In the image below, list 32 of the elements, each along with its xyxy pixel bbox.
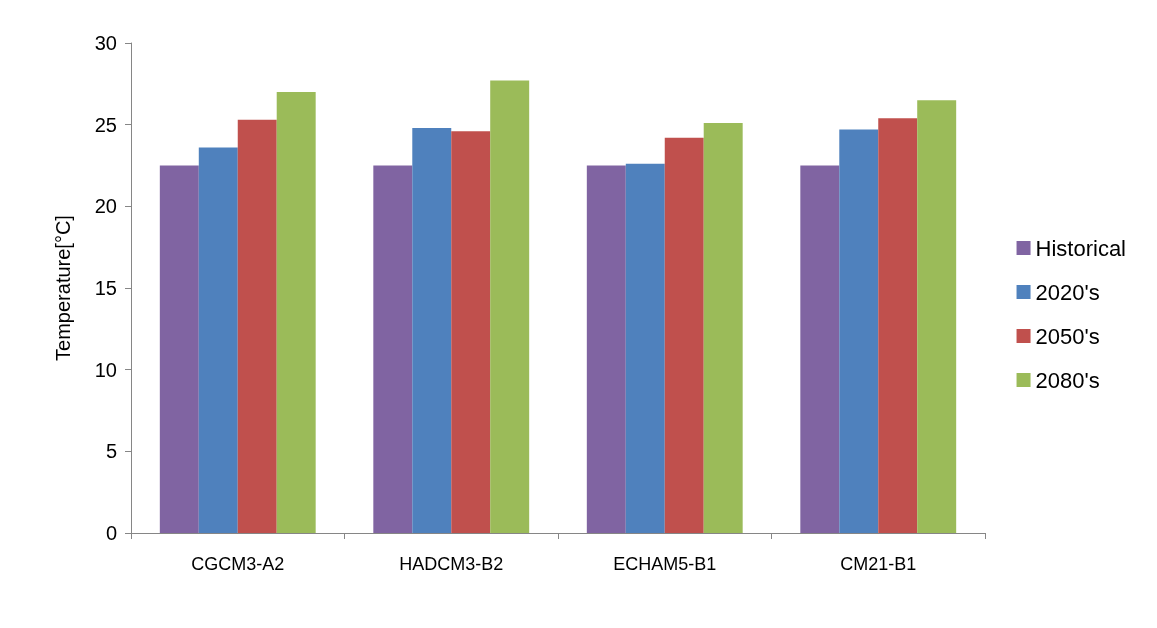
bar (412, 127, 452, 533)
bar (451, 131, 491, 533)
bar (917, 100, 957, 533)
legend-label: Historical (1035, 235, 1127, 261)
bar (490, 80, 530, 533)
y-tick-label: 20 (94, 195, 117, 218)
x-tick-label: CGCM3-A2 (191, 554, 285, 574)
bar (664, 137, 704, 533)
y-axis-title: Temperature[°C] (52, 215, 74, 361)
bar (586, 165, 626, 533)
bar (276, 92, 316, 533)
bar (703, 123, 743, 533)
y-tick-label: 30 (94, 32, 117, 54)
bar (198, 147, 238, 533)
y-tick-label: 10 (94, 358, 117, 381)
x-tick-label: CM21-B1 (840, 554, 917, 574)
y-tick-label: 25 (94, 113, 117, 136)
bar (625, 163, 665, 533)
y-tick-label: 15 (94, 277, 117, 299)
bar (237, 119, 277, 533)
y-tick-label: 5 (105, 440, 117, 463)
legend-label: 2080's (1035, 367, 1100, 393)
y-tick-label: 0 (105, 522, 117, 544)
bar (373, 165, 413, 533)
legend-label: 2020's (1035, 279, 1100, 305)
legend-label: 2050's (1035, 323, 1100, 349)
bar (878, 118, 918, 533)
bar (839, 129, 879, 533)
bar (800, 165, 840, 533)
bar (159, 165, 199, 533)
x-tick-label: ECHAM5-B1 (613, 554, 717, 574)
x-tick-label: HADCM3-B2 (399, 554, 504, 574)
